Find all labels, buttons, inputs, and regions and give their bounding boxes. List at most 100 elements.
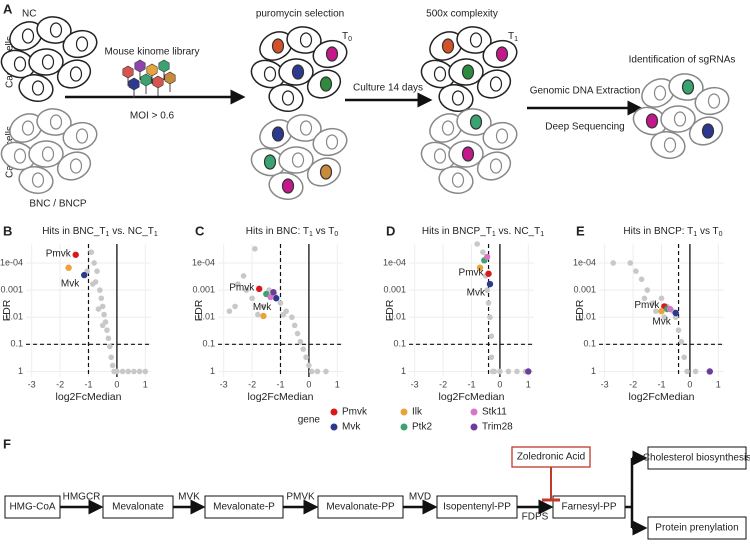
- inhibitor-label: Zoledronic Acid: [517, 452, 585, 463]
- point-annotation: Pmvk: [229, 282, 255, 293]
- point: [681, 354, 688, 361]
- title-part: vs T: [313, 226, 334, 237]
- point: [692, 368, 699, 375]
- nucleus: [21, 120, 35, 136]
- timepoint: T1: [508, 31, 518, 43]
- highlight-point: [273, 295, 280, 302]
- point: [277, 300, 284, 306]
- nucleus: [663, 137, 677, 153]
- highlight-point: [476, 264, 484, 271]
- nucleus: [645, 113, 659, 129]
- highlight-point: [267, 293, 274, 301]
- title-part: Hits in BNC: T: [246, 226, 309, 237]
- point: [89, 281, 96, 287]
- node-label: HMG-CoA: [9, 502, 55, 513]
- y-tick-label: 0.1: [202, 339, 215, 349]
- point: [490, 368, 496, 375]
- point: [306, 362, 312, 369]
- nucleus: [31, 80, 45, 96]
- nucleus: [69, 66, 83, 82]
- highlight-point: [485, 270, 492, 277]
- step-label: 500x complexity: [426, 9, 498, 20]
- nucleus: [461, 146, 475, 162]
- title-part: 1: [693, 231, 697, 238]
- y-tick-label: 0.1: [393, 339, 406, 349]
- point: [323, 368, 329, 375]
- point-annotation: Mvk: [61, 279, 80, 290]
- point: [254, 311, 261, 318]
- nucleus: [451, 172, 465, 188]
- point: [487, 314, 493, 321]
- y-axis-title: FDR: [574, 299, 586, 321]
- y-tick-label: 0.1: [583, 339, 596, 349]
- y-tick-label: 0.1: [10, 339, 23, 349]
- nucleus: [281, 90, 295, 106]
- point: [661, 314, 668, 321]
- legend-label: Trim28: [482, 422, 513, 433]
- nucleus: [281, 178, 295, 194]
- x-tick-label: 1: [335, 379, 340, 389]
- nucleus: [41, 54, 55, 70]
- point: [633, 268, 639, 274]
- enzyme-label: FDPS: [522, 512, 549, 523]
- point: [314, 368, 321, 375]
- nucleus: [49, 22, 63, 38]
- nucleus: [441, 120, 455, 136]
- point: [638, 276, 645, 283]
- title-part: Hits in BNCP: T: [623, 226, 693, 237]
- y-tick-label: 0.001: [573, 284, 596, 294]
- y-tick-label: 1e-04: [0, 257, 23, 267]
- title-part: vs T: [697, 226, 718, 237]
- icon-hex: [158, 59, 170, 73]
- node-label: Mevalonate-P: [213, 502, 275, 513]
- nucleus: [21, 28, 35, 44]
- legend-label: Ilk: [412, 407, 423, 418]
- x-tick-label: 0: [114, 379, 119, 389]
- point: [488, 354, 495, 361]
- point: [644, 287, 651, 293]
- y-tick-label: 0.01: [197, 312, 215, 322]
- title-part: vs. NC_T: [109, 226, 153, 237]
- point: [627, 260, 634, 266]
- point: [95, 306, 102, 312]
- point: [232, 303, 238, 310]
- point: [98, 295, 105, 302]
- x-axis-title: log2FcMedian: [56, 391, 122, 403]
- panel-label: F: [3, 436, 11, 451]
- x-tick-label: -1: [657, 379, 665, 389]
- nucleus: [319, 164, 333, 180]
- x-tick-label: -3: [601, 379, 609, 389]
- y-tick-label: 0.01: [5, 312, 23, 322]
- x-tick-label: -2: [629, 379, 637, 389]
- nucleus: [13, 56, 27, 72]
- panel-label: E: [576, 223, 585, 238]
- title-part: Hits in BNC_T: [42, 226, 105, 237]
- legend-swatch: [470, 423, 478, 431]
- icon-hex: [146, 63, 158, 77]
- title-part: 1: [492, 231, 496, 238]
- x-tick-label: 0: [497, 379, 502, 389]
- timepoint: T0: [342, 31, 352, 43]
- point: [114, 368, 120, 375]
- nucleus: [299, 32, 313, 48]
- x-tick-label: 0: [687, 379, 692, 389]
- point: [280, 311, 287, 318]
- point: [97, 287, 103, 293]
- point: [488, 333, 495, 339]
- point: [108, 354, 115, 361]
- nucleus: [49, 114, 63, 130]
- point: [104, 327, 110, 333]
- node-label: Isopentenyl-PP: [443, 502, 511, 513]
- point-annotation: Mvk: [253, 302, 272, 313]
- output-node: [647, 446, 747, 470]
- step-label: Mouse kinome library: [104, 47, 199, 58]
- enzyme-label: MVK: [178, 492, 200, 503]
- point: [497, 368, 503, 375]
- node-label: Mevalonate: [112, 502, 164, 513]
- step-label: Identification of sgRNAs: [629, 55, 736, 66]
- point: [235, 281, 241, 287]
- y-tick-label: 0.01: [388, 312, 406, 322]
- chart-title: Hits in BNC: T1 vs T0: [246, 226, 339, 238]
- nucleus: [441, 38, 455, 54]
- y-axis-title: FDR: [1, 299, 13, 321]
